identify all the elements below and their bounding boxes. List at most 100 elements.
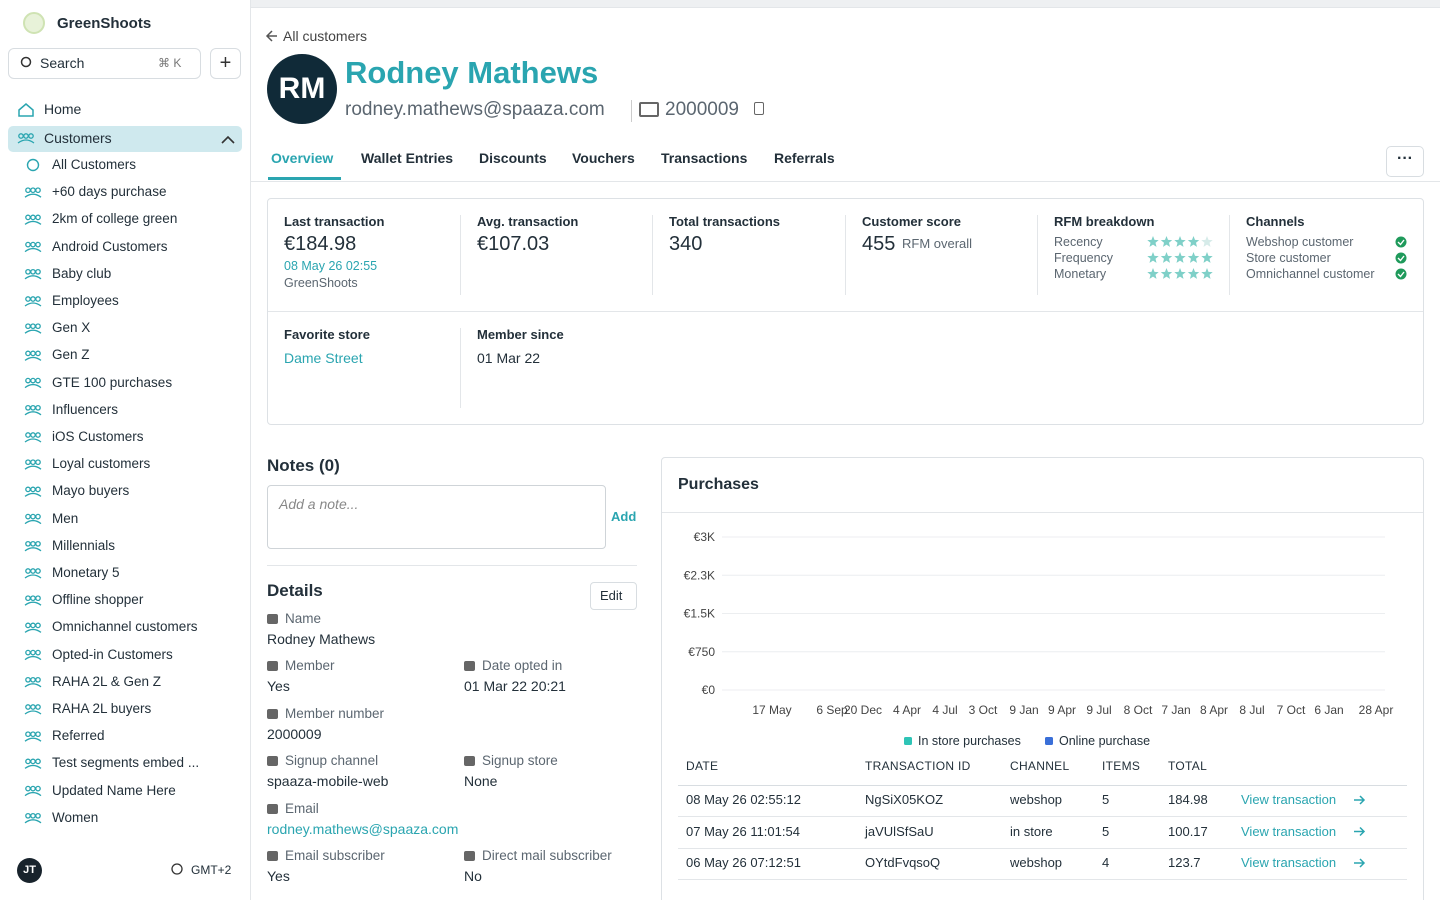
customer-name: Rodney Mathews [345,55,599,90]
header-member-number: 2000009 [665,99,739,120]
table-cell: 08 May 26 02:55:12 [686,792,801,807]
table-cell: 123.7 [1168,855,1201,870]
stat-store: GreenShoots [284,276,358,290]
stat-value: 455 [862,233,896,255]
view-transaction[interactable]: View transaction [1241,855,1337,870]
field-icon [267,851,278,861]
segment-item[interactable]: Loyal customers [52,456,151,472]
search-placeholder: Search [40,55,85,71]
stat-separator [1037,215,1038,295]
channel-row: Webshop customer [1246,235,1354,249]
tab[interactable]: Vouchers [572,150,635,166]
table-cell: 184.98 [1168,792,1208,807]
purchases-divider [662,512,1423,513]
segment-item[interactable]: iOS Customers [52,429,144,444]
add-button[interactable]: + [210,48,241,79]
stat-separator [652,215,653,295]
tab[interactable]: Overview [271,150,334,166]
segment-item[interactable]: RAHA 2L buyers [52,701,152,716]
segment-item[interactable]: Millennials [52,537,116,553]
customers-highlight[interactable] [8,126,242,152]
segment-item[interactable]: Baby club [52,265,112,281]
search-box[interactable] [8,48,201,79]
column-header: DATE [686,759,719,773]
stats-divider [268,311,1423,312]
back-arrow [265,30,277,42]
segment-item[interactable]: Opted-in Customers [52,646,173,662]
view-transaction[interactable]: View transaction [1241,823,1337,839]
segment-item[interactable]: Gen Z [52,347,90,363]
segment-item[interactable]: +60 days purchase [52,184,167,200]
table-cell: 100.17 [1168,823,1208,839]
column-header: ITEMS [1102,759,1141,773]
nav-home[interactable]: Home [44,101,82,117]
copy-icon [754,102,764,115]
favorite-store[interactable]: Dame Street [284,350,363,366]
view-transaction[interactable]: View transaction [1241,792,1337,807]
segment-item[interactable]: 2km of college green [52,211,178,227]
stat-separator [1229,215,1230,295]
stat-value: €184.98 [284,233,357,255]
edit-label: Edit [600,588,623,603]
field-label: Date opted in [482,658,563,673]
table-cell: 4 [1102,855,1110,870]
segment-item[interactable]: Women [52,809,99,825]
segment-item[interactable]: Omnichannel customers [52,619,198,635]
table-cell: OYtdFvqsoQ [865,855,941,870]
table-cell: 06 May 26 07:12:51 [686,855,801,870]
tab[interactable]: Wallet Entries [361,150,454,166]
stat-label: Total transactions [669,214,781,229]
column-header: CHANNEL [1010,759,1070,773]
stat-label: Favorite store [284,327,370,342]
customer-email: rodney.mathews@spaaza.com [345,99,605,120]
field-label: Direct mail subscriber [482,848,612,863]
field-icon [267,756,278,766]
user-avatar[interactable]: JT [17,858,42,883]
add-note[interactable]: Add [611,509,637,524]
segment-item[interactable]: GTE 100 purchases [52,374,173,390]
back-link[interactable]: All customers [283,28,368,44]
field-icon [464,756,475,766]
field-value: None [464,773,498,789]
field-label: Member [285,658,335,673]
more-button[interactable]: ··· [1386,146,1424,177]
table-rule [678,879,1407,880]
notes-divider [267,565,637,566]
stat-label: Last transaction [284,214,385,229]
table-cell: in store [1010,823,1053,839]
tab[interactable]: Transactions [661,150,748,166]
field-label: Name [285,611,322,626]
segment-item[interactable]: Influencers [52,401,119,417]
search-shortcut: ⌘ K [158,56,182,70]
field-icon [464,851,475,861]
field-label: Email [285,801,319,816]
channel-row: Store customer [1246,251,1331,265]
stat-separator [845,215,846,295]
segment-item[interactable]: Mayo buyers [52,483,130,499]
segment-item[interactable]: RAHA 2L & Gen Z [52,673,162,689]
segment-item[interactable]: Test segments embed ... [52,755,200,771]
table-cell: 5 [1102,792,1110,807]
segment-item[interactable]: Android Customers [52,238,168,254]
segment-item[interactable]: Referred [52,728,105,744]
segment-item[interactable]: Men [52,510,79,526]
tab[interactable]: Referrals [774,150,835,166]
segment-item[interactable]: Gen X [52,320,91,336]
field-icon [267,804,278,814]
purchases-title: Purchases [678,476,759,493]
nav-customers[interactable]: Customers [44,130,112,146]
field-value: 2000009 [267,726,322,742]
field-icon [267,614,278,624]
segment-item[interactable]: Updated Name Here [52,782,176,798]
tab[interactable]: Discounts [479,150,547,166]
edit-button[interactable] [590,582,637,610]
segment-item[interactable]: Monetary 5 [52,565,120,580]
segment-item[interactable]: All Customers [52,157,137,172]
field-label: Signup channel [285,753,379,768]
note-input[interactable] [267,485,606,549]
member-since: 01 Mar 22 [477,350,541,366]
segment-item[interactable]: Offline shopper [52,592,144,608]
segment-item[interactable]: Employees [52,293,119,308]
field-icon [267,661,278,671]
